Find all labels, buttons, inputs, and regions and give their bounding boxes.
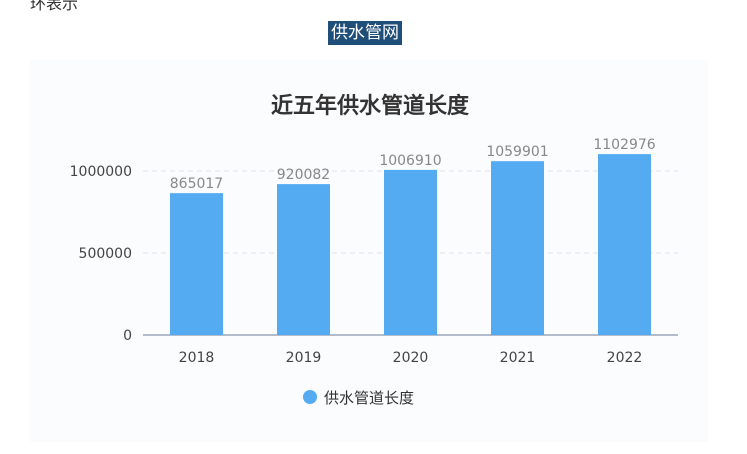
legend[interactable]: 供水管道长度 xyxy=(303,389,414,407)
bar[interactable] xyxy=(491,161,544,335)
data-labels-layer: 865017 920082 1006910 1059901 1102976 xyxy=(170,137,656,192)
chart-title: 近五年供水管道长度 xyxy=(271,93,470,119)
data-label: 1059901 xyxy=(486,144,548,160)
bar[interactable] xyxy=(598,154,651,335)
x-axis-ticks: 2018 2019 2020 2021 2022 xyxy=(179,350,643,366)
legend-swatch xyxy=(303,390,317,404)
data-label: 1102976 xyxy=(593,137,655,153)
data-label: 865017 xyxy=(170,176,223,192)
legend-label: 供水管道长度 xyxy=(324,389,414,407)
y-tick-label: 1000000 xyxy=(70,164,132,180)
data-label: 920082 xyxy=(277,167,330,183)
x-tick-label: 2018 xyxy=(179,350,215,366)
bar[interactable] xyxy=(170,193,223,335)
chart-panel: 近五年供水管道长度 865017 920082 1006910 1059901 1102… xyxy=(30,60,708,442)
y-tick-label: 500000 xyxy=(79,246,132,262)
bars-layer xyxy=(170,154,651,335)
data-label: 1006910 xyxy=(379,153,441,169)
top-text-fragment: 环表示 xyxy=(30,0,79,13)
x-tick-label: 2020 xyxy=(393,350,429,366)
y-tick-label: 0 xyxy=(123,328,132,344)
x-tick-label: 2021 xyxy=(500,350,536,366)
bar[interactable] xyxy=(384,169,437,335)
y-axis-ticks: 0 500000 1000000 xyxy=(70,164,132,344)
x-tick-label: 2019 xyxy=(286,350,322,366)
section-caption: 供水管网 xyxy=(328,21,402,45)
bar[interactable] xyxy=(277,184,330,335)
x-tick-label: 2022 xyxy=(607,350,643,366)
bar-chart: 近五年供水管道长度 865017 920082 1006910 1059901 1102… xyxy=(70,93,678,407)
